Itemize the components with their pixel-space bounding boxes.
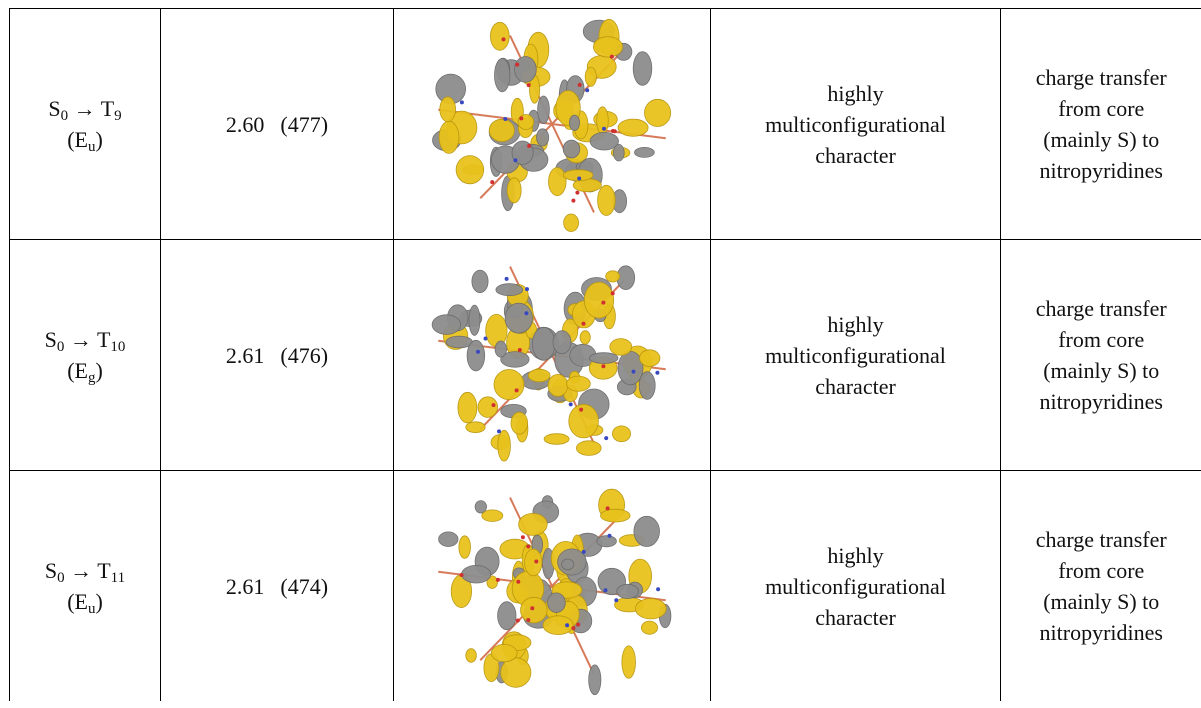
symmetry-label: E [75, 358, 88, 383]
wavelength: (476) [280, 343, 328, 368]
description-line: nitropyridines [1001, 155, 1201, 186]
arrow: → [70, 558, 92, 583]
energy-cell: 2.61 (474) [161, 471, 394, 702]
description-line: charge transfer [1001, 62, 1201, 93]
character-line: character [711, 371, 1000, 402]
transition: S0 → T9 [10, 93, 160, 124]
arrow: → [74, 96, 96, 121]
energy: 2.61 [226, 574, 265, 599]
character-line: highly [711, 309, 1000, 340]
symmetry-close: ) [95, 589, 102, 614]
transition: S0 → T10 [10, 324, 160, 355]
symmetry-label: E [75, 127, 88, 152]
transition-cell: S0 → T9(Eu) [10, 9, 161, 240]
description-line: (mainly S) to [1001, 124, 1201, 155]
orbital-image [402, 12, 702, 237]
description-line: charge transfer [1001, 293, 1201, 324]
state-from: S [45, 558, 57, 583]
state-from: S [48, 96, 60, 121]
symmetry-open: ( [67, 127, 74, 152]
state-to-index: 10 [110, 339, 125, 355]
arrow: → [70, 327, 92, 352]
description-line: (mainly S) to [1001, 586, 1201, 617]
state-to: T [101, 96, 114, 121]
symmetry-open: ( [67, 589, 74, 614]
description-line: from core [1001, 555, 1201, 586]
transition-cell: S0 → T10(Eg) [10, 240, 161, 471]
character-line: character [711, 602, 1000, 633]
state-to: T [97, 558, 110, 583]
description-line: from core [1001, 324, 1201, 355]
orbital-image [402, 243, 702, 468]
symmetry: (Eu) [10, 124, 160, 155]
character-line: highly [711, 78, 1000, 109]
orbital-cell [394, 9, 711, 240]
character-line: highly [711, 540, 1000, 571]
orbital-cell [394, 240, 711, 471]
state-from: S [45, 327, 57, 352]
description-line: nitropyridines [1001, 617, 1201, 648]
symmetry-open: ( [67, 358, 74, 383]
symmetry: (Eg) [10, 355, 160, 386]
character-line: multiconfigurational [711, 109, 1000, 140]
wavelength: (474) [280, 574, 328, 599]
wavelength: (477) [280, 112, 328, 137]
page: S0 → T9(Eu)2.60(477)highlymulticonfigura… [0, 0, 1201, 708]
state-from-index: 0 [57, 570, 65, 586]
symmetry-close: ) [95, 358, 102, 383]
character-line: multiconfigurational [711, 340, 1000, 371]
state-to-index: 11 [111, 570, 125, 586]
description-line: from core [1001, 93, 1201, 124]
description-line: nitropyridines [1001, 386, 1201, 417]
orbital-cell [394, 471, 711, 702]
description-line: (mainly S) to [1001, 355, 1201, 386]
description-line: charge transfer [1001, 524, 1201, 555]
symmetry-close: ) [95, 127, 102, 152]
state-to: T [97, 327, 110, 352]
symmetry: (Eu) [10, 586, 160, 617]
state-from-index: 0 [57, 339, 65, 355]
character-line: multiconfigurational [711, 571, 1000, 602]
symmetry-label: E [75, 589, 88, 614]
state-to-index: 9 [114, 108, 122, 124]
energy-cell: 2.61 (476) [161, 240, 394, 471]
state-from-index: 0 [61, 108, 69, 124]
character-line: character [711, 140, 1000, 171]
energy: 2.60 [226, 112, 265, 137]
orbital-image [402, 474, 702, 699]
energy: 2.61 [226, 343, 265, 368]
transition: S0 → T11 [10, 555, 160, 586]
energy-cell: 2.60 (477) [161, 9, 394, 240]
transition-cell: S0 → T11(Eu) [10, 471, 161, 702]
